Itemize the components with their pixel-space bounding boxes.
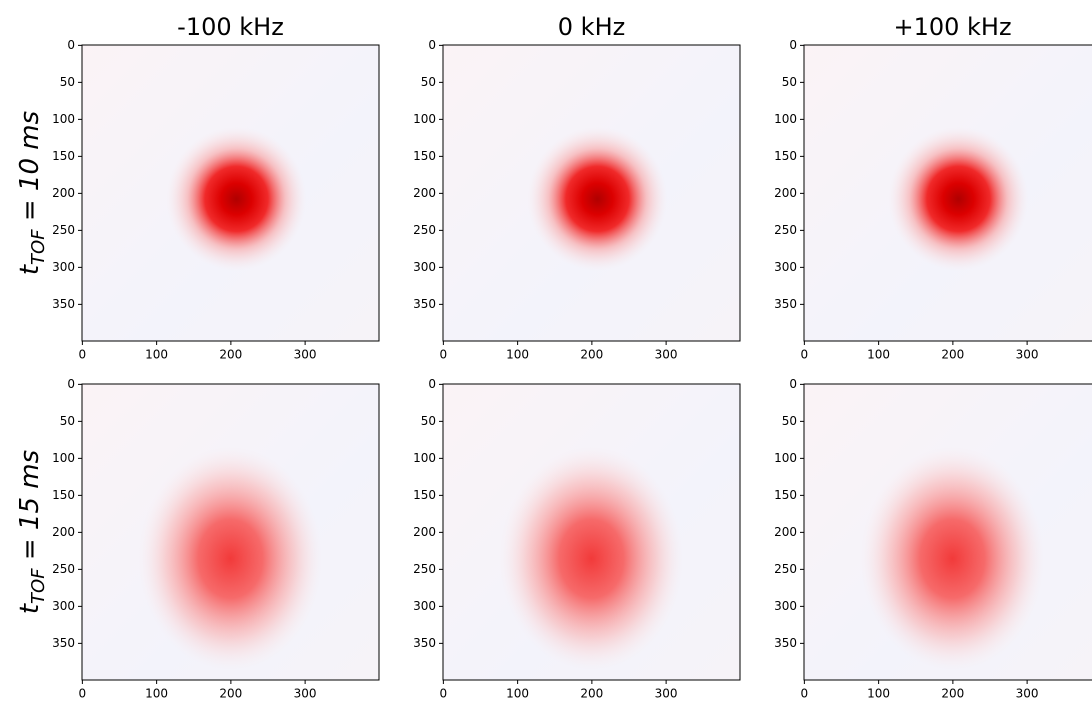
x-tick-label: 200: [941, 687, 964, 701]
y-tick-label: 0: [789, 38, 797, 52]
row-label-part: = 10 ms: [15, 111, 45, 230]
y-tick-label: 0: [67, 38, 75, 52]
x-tick-label: 0: [79, 687, 87, 701]
row-label-part: = 15 ms: [15, 450, 45, 569]
x-tick-label: 200: [580, 687, 603, 701]
y-tick-label: 350: [52, 297, 75, 311]
panel-title: -100 kHz: [177, 13, 284, 41]
y-tick-label: 150: [774, 149, 797, 163]
row-label: tTOF = 10 ms: [15, 111, 49, 275]
y-tick-label: 0: [67, 377, 75, 391]
x-tick-label: 300: [655, 687, 678, 701]
y-tick-label: 200: [774, 186, 797, 200]
y-tick-label: 300: [413, 599, 436, 613]
y-tick-label: 0: [428, 377, 436, 391]
y-tick-label: 250: [774, 562, 797, 576]
x-tick-label: 0: [440, 687, 448, 701]
y-tick-label: 150: [413, 488, 436, 502]
y-tick-label: 250: [52, 223, 75, 237]
panel-title: 0 kHz: [558, 13, 625, 41]
atom-cloud: [527, 126, 668, 271]
atom-cloud: [860, 446, 1045, 671]
y-tick-label: 150: [52, 488, 75, 502]
y-tick-label: 350: [774, 636, 797, 650]
row-label-part: TOF: [28, 568, 49, 604]
y-tick-label: 300: [413, 260, 436, 274]
y-tick-label: 250: [413, 223, 436, 237]
x-tick-label: 100: [506, 348, 529, 362]
row-label-part: t: [15, 264, 45, 275]
y-tick-label: 100: [413, 451, 436, 465]
panel: 0 100 200 300 0 50 100 150 200 250 300 350 +100 kHz: [774, 13, 1092, 362]
y-tick-label: 200: [52, 525, 75, 539]
atom-cloud: [499, 446, 684, 671]
x-tick-label: 300: [294, 348, 317, 362]
atom-cloud: [138, 446, 323, 671]
x-tick-label: 0: [801, 687, 809, 701]
y-tick-label: 200: [774, 525, 797, 539]
y-tick-label: 0: [428, 38, 436, 52]
y-tick-label: 50: [782, 414, 797, 428]
y-tick-label: 50: [421, 414, 436, 428]
x-tick-label: 300: [1016, 687, 1039, 701]
y-tick-label: 250: [52, 562, 75, 576]
y-tick-label: 100: [413, 112, 436, 126]
panel: 0 100 200 300 0 50 100 150 200 250 300 350: [413, 377, 741, 701]
x-tick-label: 200: [219, 687, 242, 701]
x-tick-label: 0: [440, 348, 448, 362]
x-tick-label: 100: [867, 348, 890, 362]
x-tick-label: 0: [79, 348, 87, 362]
atom-cloud: [166, 126, 307, 271]
y-tick-label: 350: [774, 297, 797, 311]
atom-cloud: [888, 126, 1029, 271]
y-tick-label: 250: [413, 562, 436, 576]
x-tick-label: 100: [145, 687, 168, 701]
x-tick-label: 200: [219, 348, 242, 362]
y-tick-label: 300: [52, 260, 75, 274]
y-tick-label: 50: [60, 75, 75, 89]
y-tick-label: 350: [413, 636, 436, 650]
x-tick-label: 0: [801, 348, 809, 362]
x-tick-label: 100: [145, 348, 168, 362]
y-tick-label: 50: [782, 75, 797, 89]
y-tick-label: 100: [52, 451, 75, 465]
x-tick-label: 100: [506, 687, 529, 701]
y-tick-label: 0: [789, 377, 797, 391]
panel: 0 100 200 300 0 50 100 150 200 250 300 350 -100 kHz t…: [15, 13, 380, 362]
y-tick-label: 200: [413, 186, 436, 200]
x-tick-label: 100: [867, 687, 890, 701]
x-tick-label: 200: [580, 348, 603, 362]
y-tick-label: 300: [774, 599, 797, 613]
y-tick-label: 150: [52, 149, 75, 163]
row-label-part: t: [15, 603, 45, 614]
panel-title: +100 kHz: [893, 13, 1011, 41]
x-tick-label: 300: [655, 348, 678, 362]
y-tick-label: 350: [52, 636, 75, 650]
panel: 0 100 200 300 0 50 100 150 200 250 300 350: [774, 377, 1092, 701]
y-tick-label: 150: [774, 488, 797, 502]
y-tick-label: 100: [774, 112, 797, 126]
y-tick-label: 300: [774, 260, 797, 274]
y-tick-label: 50: [421, 75, 436, 89]
y-tick-label: 150: [413, 149, 436, 163]
row-label-part: TOF: [28, 229, 49, 265]
x-tick-label: 300: [294, 687, 317, 701]
y-tick-label: 100: [52, 112, 75, 126]
row-label: tTOF = 15 ms: [15, 450, 49, 614]
y-tick-label: 250: [774, 223, 797, 237]
y-tick-label: 350: [413, 297, 436, 311]
y-tick-label: 200: [413, 525, 436, 539]
y-tick-label: 50: [60, 414, 75, 428]
y-tick-label: 100: [774, 451, 797, 465]
y-tick-label: 200: [52, 186, 75, 200]
x-tick-label: 300: [1016, 348, 1039, 362]
panel: 0 100 200 300 0 50 100 150 200 250 300 350 tTOF = 15…: [15, 377, 380, 701]
y-tick-label: 300: [52, 599, 75, 613]
x-tick-label: 200: [941, 348, 964, 362]
panel: 0 100 200 300 0 50 100 150 200 250 300 350 0 kHz: [413, 13, 741, 362]
